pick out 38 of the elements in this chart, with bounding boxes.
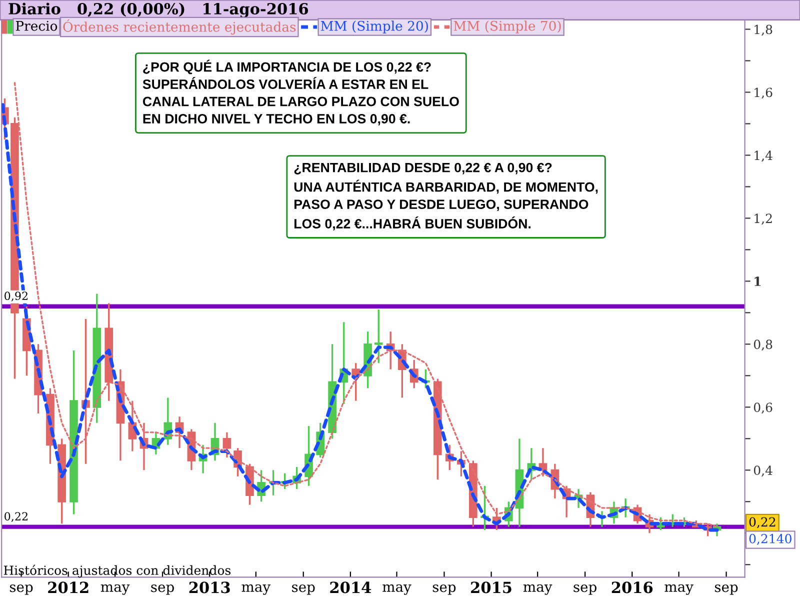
x-tick-label: 2014 [330, 582, 372, 594]
ref-line-label: 0,92 [4, 292, 28, 302]
x-tick-label: may [382, 584, 412, 595]
y-tick-label: 1,8 [754, 24, 772, 36]
y-tick-label: 0,4 [754, 466, 772, 477]
legend-label: MM (Simple 20) [320, 20, 428, 34]
y-tick-label: 1 [754, 276, 761, 286]
x-tick-label: sep [151, 584, 174, 595]
annotation: 0,2140 [749, 534, 792, 545]
x-tick-label: sep [10, 584, 33, 595]
x-tick-label: may [100, 584, 130, 595]
legend-label: MM (Simple 70) [454, 20, 561, 34]
ref-line-label: 0,22 [4, 512, 28, 522]
y-tick-label: 0,8 [754, 340, 772, 351]
y-tick-label: 0,6 [754, 402, 772, 414]
x-tick-label: may [523, 584, 552, 595]
annotation: ¿POR QUÉ LA IMPORTANCIA DE LOS 0,22 €? SUPERÁNDOLOS VOLVERÍA A ESTAR EN EL CANAL LATERAL DE LARGO PLAZO CON SUELO EN DICHO NIVEL Y TECHO EN LOS 0,90 €. [142, 60, 459, 126]
annotation: ¿RENTABILIDAD DESDE 0,22 € A 0,90 €? UNA AUTÉNTICA BARBARIDAD, DE MOMENTO, PASO A PASO Y DESDE LUEGO, SUPERANDO LOS 0,22 €...HABRÁ BUEN SUBIDÓN. [294, 162, 598, 230]
x-tick-label: may [664, 584, 694, 595]
x-tick-label: sep [574, 584, 596, 595]
annotation: Órdenes recientemente ejecutadas [63, 19, 296, 35]
candlestick [222, 432, 232, 458]
x-tick-label: 2012 [48, 582, 88, 594]
legend-label: Precio [16, 20, 58, 31]
y-tick-label: 1,4 [754, 150, 772, 162]
y-tick-label: 1,2 [754, 214, 772, 225]
x-tick-label: may [242, 584, 270, 595]
x-tick-label: sep [292, 584, 315, 595]
x-tick-label: 2013 [189, 582, 230, 594]
y-tick-label: 1,6 [754, 88, 772, 99]
chart-title: Diario 0,22 (0,00%) 11-ago-2016 [8, 2, 308, 18]
x-tick-label: sep [714, 584, 738, 595]
x-tick-label: sep [432, 584, 456, 595]
annotation: 0,22 [749, 517, 776, 528]
annotation: Históricos ajustados con dividendos [4, 564, 230, 578]
candlestick [374, 308, 383, 364]
x-tick-label: 2015 [471, 582, 512, 594]
x-tick-label: 2016 [612, 582, 653, 594]
